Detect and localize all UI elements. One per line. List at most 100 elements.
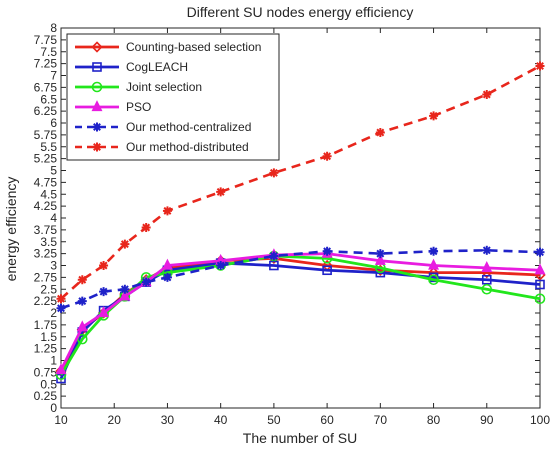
x-axis-title: The number of SU [243,430,357,446]
series-group [56,245,545,313]
legend-entry: Our method-distributed [75,140,249,154]
legend: Counting-based selection CogLEACH Joint se… [66,33,280,161]
data-point [322,265,332,276]
data-point [374,253,386,265]
legend-label: Our method-centralized [126,120,251,134]
y-tick-label: 4.25 [34,199,58,213]
y-tick-label: 5.25 [34,152,58,166]
data-point [56,303,66,313]
y-tick-label: 8 [50,21,57,35]
data-point [119,289,131,301]
data-point [76,320,88,332]
legend-label: Counting-based selection [126,40,261,54]
data-point [429,246,439,256]
legend-label: Our method-distributed [126,140,249,154]
data-point [481,274,492,285]
y-tick-label: 5.5 [40,140,57,154]
data-point [534,263,546,275]
data-point [428,258,440,270]
x-tick-label: 70 [374,413,388,427]
data-point [535,247,545,257]
data-point [269,260,279,271]
data-point [482,90,492,99]
legend-entry: PSO [75,100,151,114]
data-point [322,246,332,256]
legend-entry: Counting-based selection [75,40,261,54]
data-point [98,306,110,318]
data-point [161,258,173,270]
data-point [77,296,87,306]
data-point [77,275,87,285]
y-tick-label: 0.25 [34,389,58,403]
data-point [428,274,439,286]
y-tick-label: 4.75 [34,175,58,189]
data-point [216,261,226,270]
data-point [120,284,130,294]
y-tick-label: 6.25 [34,104,58,118]
y-tick-label: 3.75 [34,223,58,237]
y-tick-label: 1.5 [40,330,57,344]
y-tick-label: 5 [50,164,57,178]
y-tick-label: 3.5 [40,235,57,249]
legend-marker [91,100,103,112]
series-line [59,261,541,380]
x-tick-label: 90 [480,413,494,427]
data-point [429,111,439,121]
data-point [141,277,151,287]
data-point [162,206,172,216]
x-tick-label: 50 [267,413,281,427]
y-tick-label: 1.25 [34,342,58,356]
series-group [56,61,545,304]
y-tick-label: 7.75 [34,33,58,47]
data-point [481,283,493,295]
y-tick-label: 4 [50,211,57,225]
x-tick-label: 80 [427,413,441,427]
y-tick-label: 6.5 [40,92,57,106]
data-point [534,293,546,305]
data-point [216,187,226,197]
data-point [322,151,332,161]
y-tick-label: 1 [50,354,57,368]
x-tick-label: 10 [54,413,68,427]
y-tick-label: 7.25 [34,57,58,71]
legend-marker [91,81,103,93]
data-point [375,249,385,259]
y-tick-label: 0.5 [40,377,57,391]
data-point [56,294,66,304]
y-tick-label: 5.75 [34,128,58,142]
legend-marker [92,122,102,132]
x-tick-label: 60 [320,413,334,427]
y-tick-label: 1.75 [34,318,58,332]
y-tick-label: 2.5 [40,282,57,296]
data-point [482,245,492,255]
y-tick-label: 2.25 [34,294,58,308]
y-tick-label: 0 [50,401,57,415]
plot-area: 10 20 30 40 50 60 70 80 90 10000.250.50.7511.251.… [34,21,550,427]
legend-marker [92,62,102,72]
data-point [55,363,67,375]
data-point [120,239,130,249]
y-tick-label: 4.5 [40,187,57,201]
legend-entry: CogLEACH [75,60,188,74]
y-tick-label: 3 [50,259,57,273]
legend-label: PSO [126,100,151,114]
y-tick-label: 2.75 [34,270,58,284]
y-tick-label: 7 [50,69,57,83]
x-tick-label: 20 [108,413,122,427]
data-point [162,272,172,282]
series-group [55,250,546,381]
y-tick-label: 6 [50,116,57,130]
x-tick-label: 30 [161,413,175,427]
y-tick-label: 3.25 [34,247,58,261]
series-line [59,256,541,372]
data-point [535,61,545,71]
legend-marker [92,142,102,152]
legend-label: CogLEACH [126,60,188,74]
y-tick-label: 7.5 [40,45,57,59]
data-point [269,168,279,178]
chart-title: Different SU nodes energy efficiency [187,4,414,20]
legend-label: Joint selection [126,80,202,94]
legend-entry: Our method-centralized [75,120,251,134]
y-tick-label: 2 [50,306,57,320]
